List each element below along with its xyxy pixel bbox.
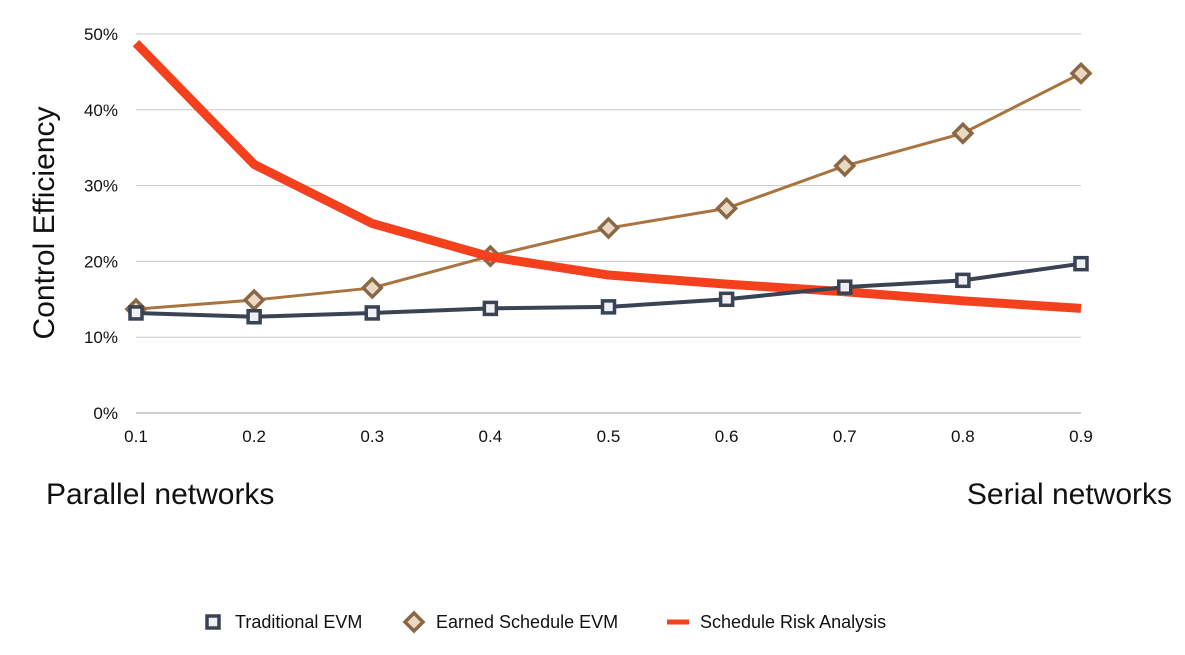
x-tick-label: 0.8 [951, 427, 975, 446]
x-tick-label: 0.5 [597, 427, 621, 446]
x-tick-label: 0.1 [124, 427, 148, 446]
point-traditional-evm [837, 279, 853, 295]
point-traditional-evm [1073, 255, 1089, 272]
point-earned-schedule-evm [951, 121, 975, 145]
x-tick-label: 0.9 [1069, 427, 1093, 446]
x-tick-label: 0.3 [360, 427, 384, 446]
y-axis-ticks: 0% 10% 20% 30% 40% 50% [84, 25, 118, 423]
x-axis-ticks: 0.1 0.2 0.3 0.4 0.5 0.6 0.7 0.8 0.9 [124, 427, 1093, 446]
point-traditional-evm [482, 300, 499, 317]
point-traditional-evm [246, 308, 262, 325]
point-traditional-evm [718, 291, 735, 308]
x-tick-label: 0.4 [479, 427, 503, 446]
legend-label: Schedule Risk Analysis [700, 612, 886, 632]
y-tick-label: 40% [84, 101, 118, 120]
series-earned-schedule-evm [124, 61, 1093, 321]
series-schedule-risk-analysis [132, 39, 1082, 313]
point-traditional-evm [955, 272, 971, 289]
point-earned-schedule-evm [242, 288, 266, 312]
line-schedule-risk-analysis [132, 39, 1082, 313]
parallel-networks-label: Parallel networks [46, 478, 275, 511]
x-tick-label: 0.7 [833, 427, 857, 446]
y-tick-label: 0% [93, 404, 118, 423]
legend-item-schedule-risk-analysis: Schedule Risk Analysis [667, 612, 886, 632]
point-traditional-evm [128, 305, 144, 321]
legend: Traditional EVM Earned Schedule EVM Schedu… [205, 610, 886, 634]
point-traditional-evm [364, 305, 380, 321]
legend-swatch [402, 610, 426, 634]
point-earned-schedule-evm [1069, 61, 1093, 85]
legend-item-earned-schedule-evm: Earned Schedule EVM [402, 610, 618, 634]
y-axis-label: Control Efficiency [28, 107, 61, 340]
series-traditional-evm [128, 255, 1089, 325]
legend-label: Earned Schedule EVM [436, 612, 618, 632]
legend-item-traditional-evm: Traditional EVM [205, 612, 362, 632]
y-tick-label: 20% [84, 252, 118, 271]
point-earned-schedule-evm [360, 276, 384, 300]
point-traditional-evm [600, 299, 617, 315]
x-tick-label: 0.6 [715, 427, 739, 446]
y-tick-label: 10% [84, 328, 118, 347]
series-lines [124, 39, 1093, 325]
x-tick-label: 0.2 [242, 427, 266, 446]
point-earned-schedule-evm [597, 216, 620, 240]
y-tick-label: 50% [84, 25, 118, 44]
y-tick-label: 30% [84, 177, 118, 196]
serial-networks-label: Serial networks [966, 478, 1172, 511]
point-earned-schedule-evm [715, 196, 739, 220]
legend-swatch [205, 614, 221, 630]
legend-label: Traditional EVM [235, 612, 362, 632]
point-earned-schedule-evm [833, 154, 857, 178]
